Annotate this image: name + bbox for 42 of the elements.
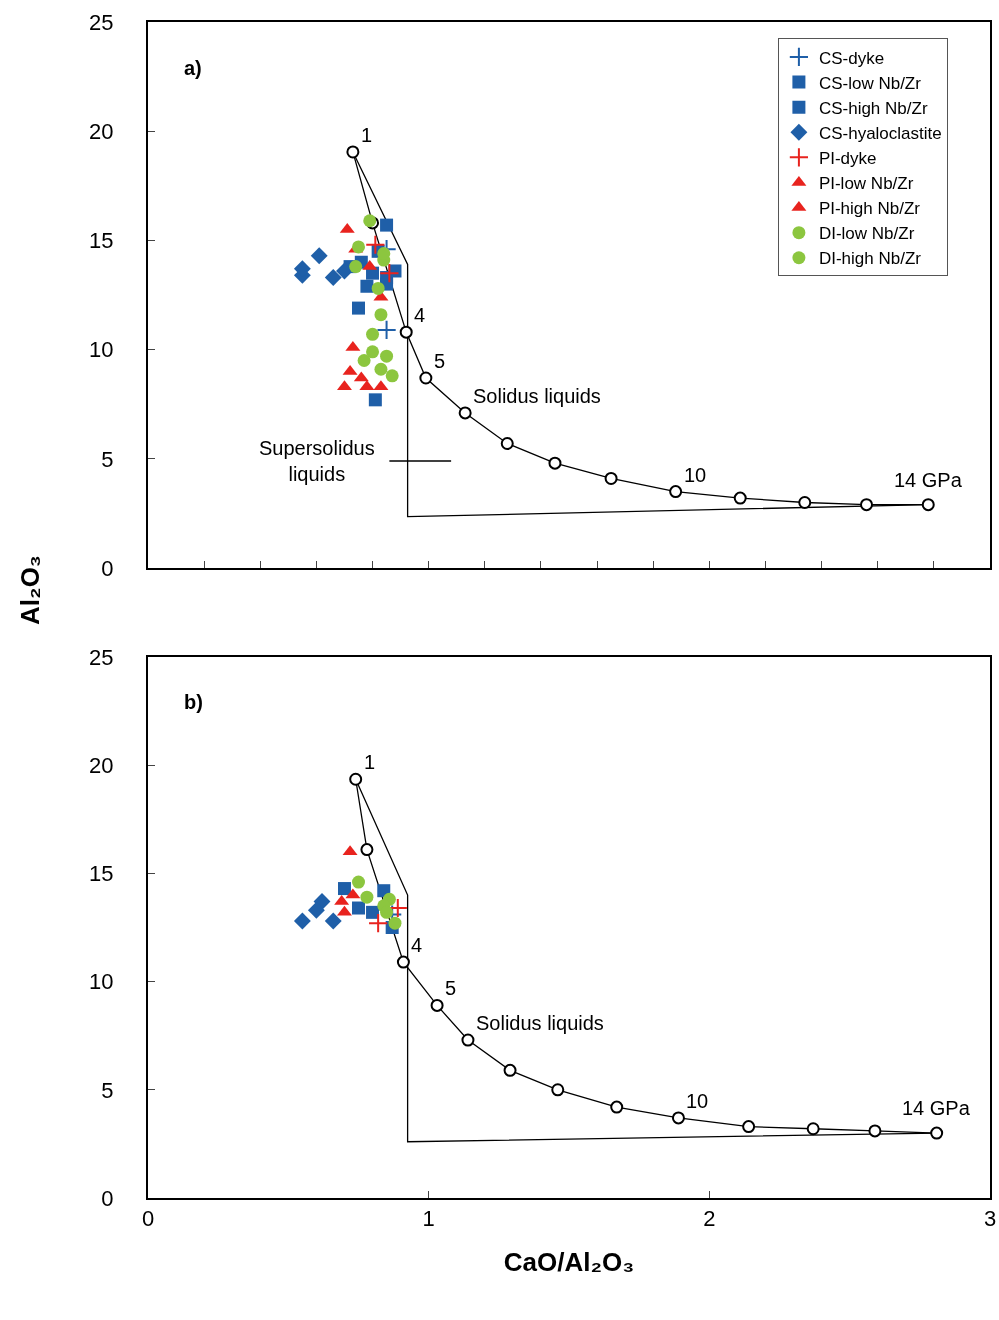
x-tick-label: 0 bbox=[141, 1206, 155, 1232]
y-tick-label: 10 bbox=[89, 969, 114, 995]
y-tick-label: 10 bbox=[89, 337, 114, 363]
annotation: Solidus liquids bbox=[476, 1012, 604, 1034]
annotation: 5 bbox=[445, 977, 457, 999]
y-tick-label: 0 bbox=[101, 555, 114, 581]
x-tick-label: 2 bbox=[703, 1206, 716, 1232]
annotation: Supersolidus liquids bbox=[259, 437, 375, 485]
annotation: 1 bbox=[364, 751, 376, 773]
y-tick-label: 0 bbox=[101, 1185, 114, 1211]
legend-label: CS-dyke bbox=[818, 48, 885, 68]
annotation: 4 bbox=[411, 934, 423, 956]
y-tick-label: 5 bbox=[101, 446, 114, 472]
legend-label: CS-low Nb/Zr bbox=[818, 73, 922, 93]
annotation: 10 bbox=[686, 1090, 709, 1112]
y-tick-label: 25 bbox=[89, 9, 114, 35]
legend-label: PI-dyke bbox=[818, 148, 877, 168]
y-tick-label: 20 bbox=[89, 118, 114, 144]
annotation: 14 GPa bbox=[902, 1097, 971, 1119]
legend-label: CS-hyaloclastite bbox=[818, 123, 942, 143]
annotation: 14 GPa bbox=[894, 469, 963, 491]
x-tick-label: 3 bbox=[983, 1206, 997, 1232]
annotation: 10 bbox=[684, 464, 707, 486]
legend-label: PI-low Nb/Zr bbox=[818, 174, 914, 194]
y-tick-label: 5 bbox=[101, 1077, 114, 1103]
x-axis-title: CaO/Al₂O₃ bbox=[503, 1246, 635, 1277]
annotation: 4 bbox=[414, 304, 426, 326]
legend-label: PI-high Nb/Zr bbox=[818, 199, 921, 219]
legend-label: DI-high Nb/Zr bbox=[818, 249, 922, 269]
y-tick-label: 15 bbox=[89, 228, 114, 254]
legend-label: CS-high Nb/Zr bbox=[818, 98, 928, 118]
x-tick-label: 1 bbox=[422, 1206, 435, 1232]
y-tick-label: 20 bbox=[89, 752, 114, 778]
annotation: b) bbox=[184, 691, 203, 713]
y-tick-label: 25 bbox=[89, 644, 114, 670]
legend-label: DI-low Nb/Zr bbox=[818, 224, 915, 244]
y-axis-title: Al₂O₃ bbox=[14, 555, 46, 625]
annotation: 5 bbox=[434, 350, 446, 372]
annotation: Solidus liquids bbox=[473, 385, 601, 407]
y-tick-label: 15 bbox=[89, 861, 114, 887]
annotation: 1 bbox=[361, 124, 373, 146]
annotation: a) bbox=[184, 57, 202, 79]
